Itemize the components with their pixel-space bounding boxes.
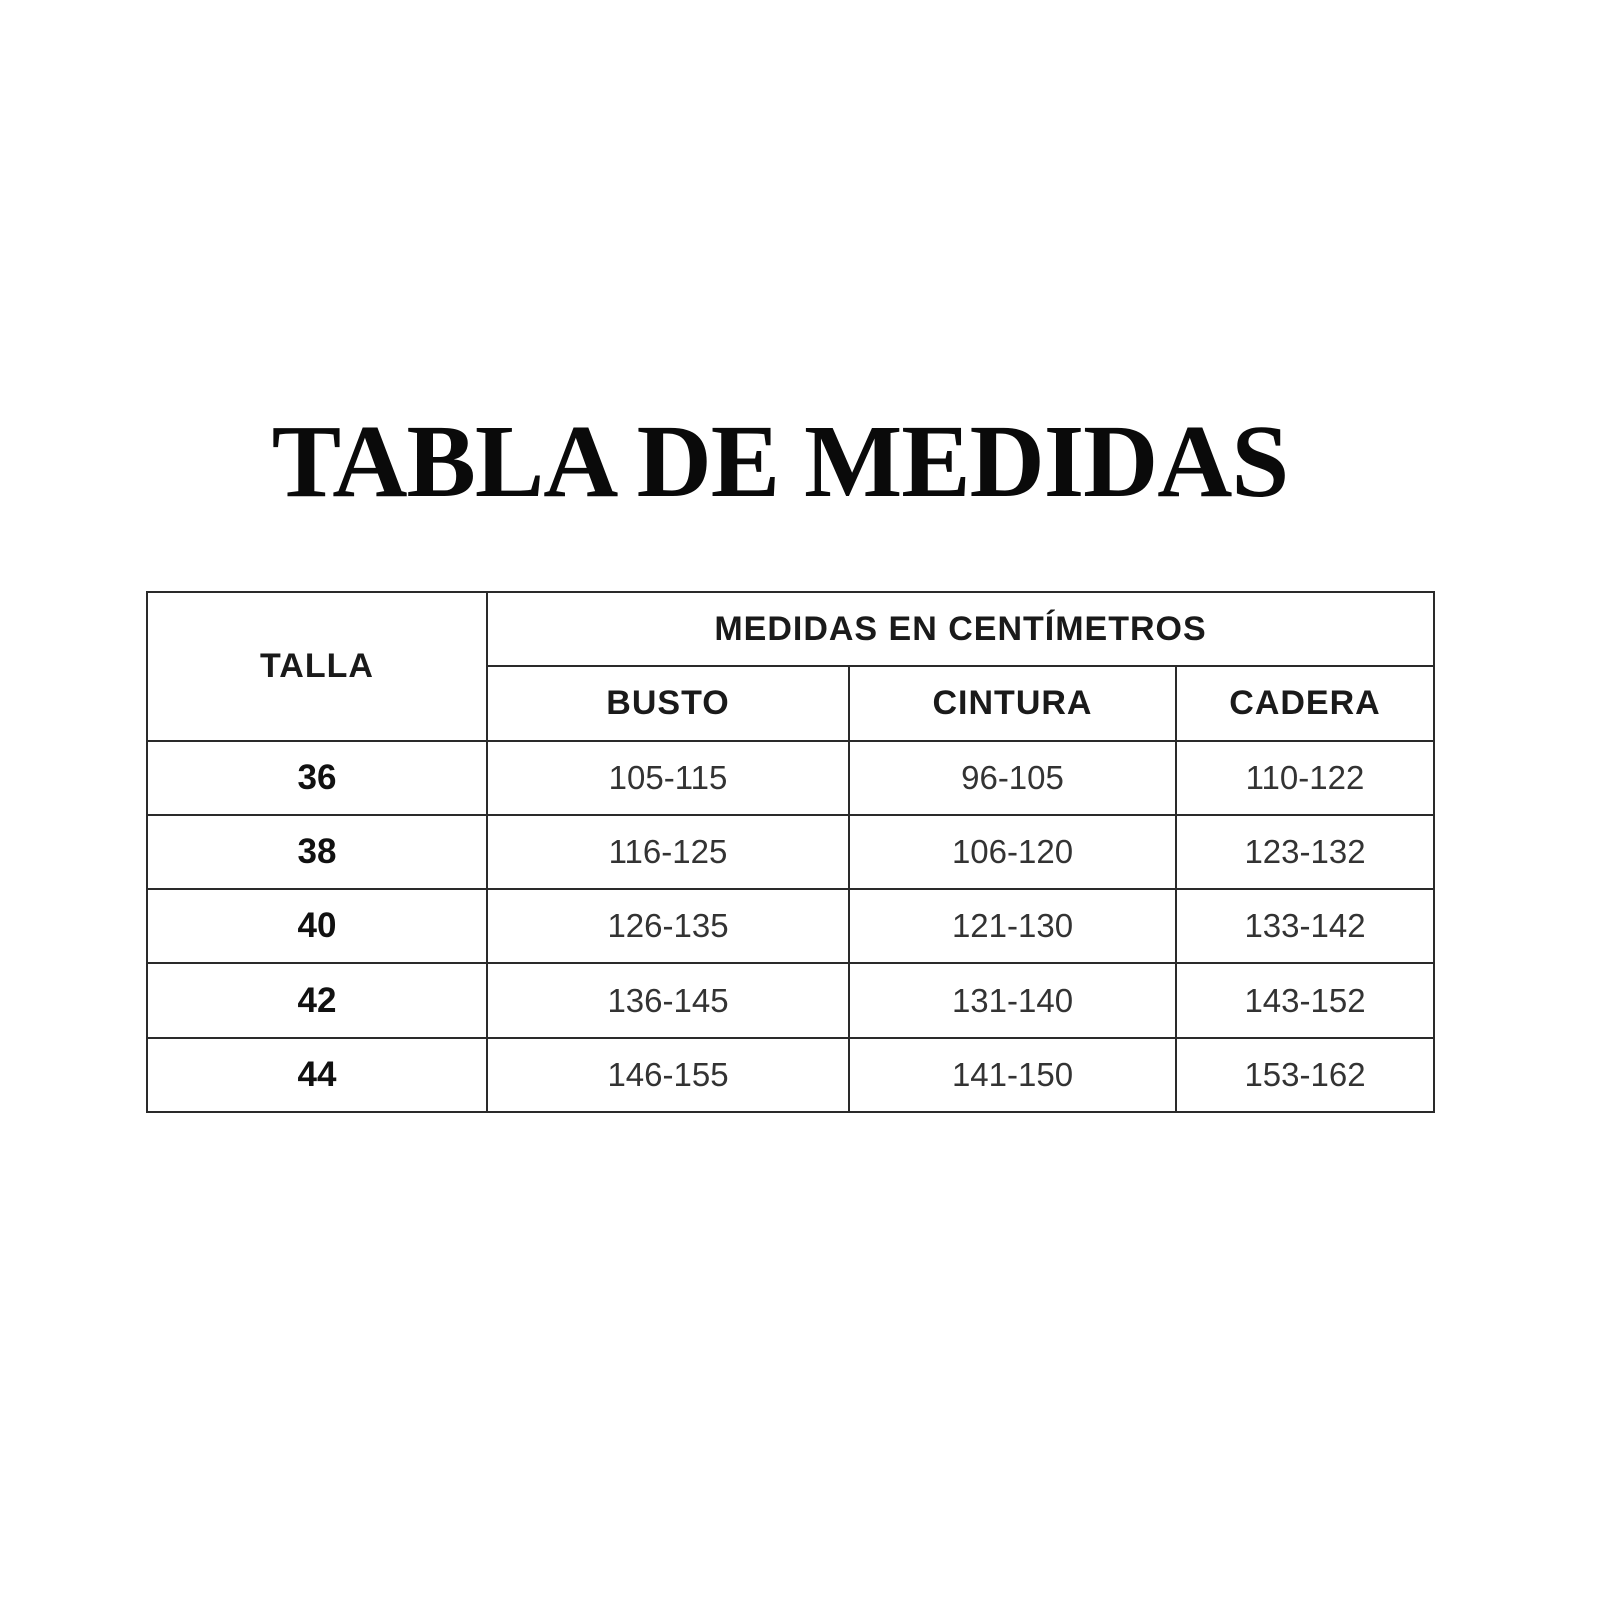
cadera-cell: 123-132	[1175, 813, 1435, 891]
header-cintura: CINTURA	[848, 665, 1177, 742]
page-title: TABLA DE MEDIDAS	[271, 404, 1289, 519]
table-row: 40 126-135 121-130 133-142	[146, 888, 1435, 965]
cintura-cell: 141-150	[848, 1036, 1177, 1114]
table-row: 42 136-145 131-140 143-152	[146, 962, 1435, 1039]
size-cell: 38	[146, 813, 488, 891]
cintura-cell: 131-140	[848, 962, 1177, 1039]
size-chart-table: TALLA MEDIDAS EN CENTÍMETROS BUSTO CINTU…	[146, 590, 1435, 1114]
busto-cell: 105-115	[486, 739, 850, 816]
header-medidas: MEDIDAS EN CENTÍMETROS	[486, 590, 1435, 668]
header-talla: TALLA	[146, 591, 488, 742]
cadera-cell: 110-122	[1175, 739, 1435, 816]
busto-cell: 136-145	[486, 962, 850, 1039]
cintura-cell: 121-130	[848, 888, 1177, 965]
size-cell: 44	[146, 1036, 488, 1114]
table-row: 38 116-125 106-120 123-132	[146, 813, 1435, 891]
cadera-cell: 133-142	[1175, 888, 1435, 965]
size-cell: 42	[146, 962, 488, 1039]
table-row: 44 146-155 141-150 153-162	[146, 1036, 1435, 1114]
cintura-cell: 106-120	[848, 813, 1177, 891]
subheader-row: BUSTO CINTURA CADERA	[147, 665, 1435, 742]
busto-cell: 126-135	[486, 888, 850, 965]
header-cadera: CADERA	[1175, 665, 1435, 742]
size-cell: 36	[146, 739, 488, 816]
header-row: TALLA MEDIDAS EN CENTÍMETROS	[146, 590, 1435, 742]
table-row: 36 105-115 96-105 110-122	[146, 739, 1435, 816]
cadera-cell: 153-162	[1175, 1036, 1435, 1114]
cintura-cell: 96-105	[848, 739, 1177, 816]
busto-cell: 146-155	[486, 1036, 850, 1114]
size-cell: 40	[146, 888, 488, 965]
busto-cell: 116-125	[486, 813, 850, 891]
cadera-cell: 143-152	[1175, 962, 1435, 1039]
header-busto: BUSTO	[486, 665, 850, 742]
